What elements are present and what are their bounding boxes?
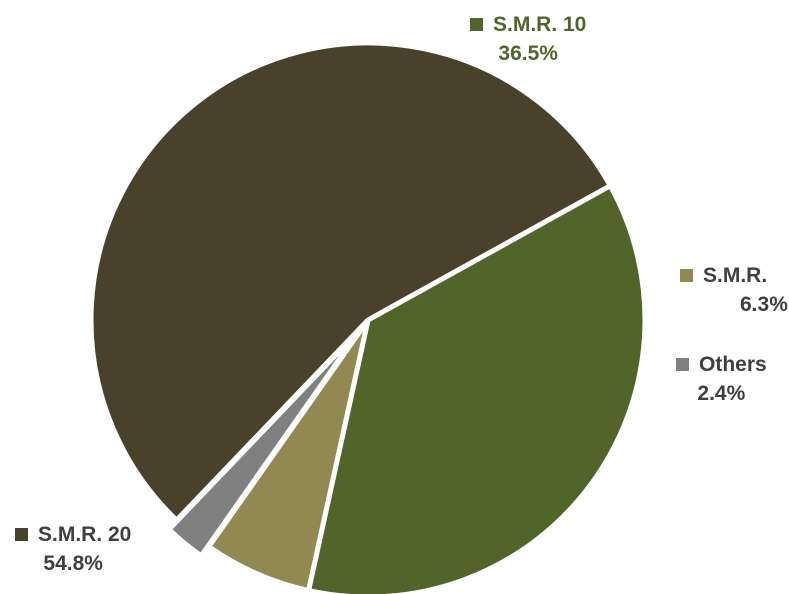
legend-swatch-others (676, 358, 689, 371)
slice-name-others: Others (699, 353, 767, 376)
slice-value-others: 2.4% (697, 382, 746, 405)
data-label-others: Others 2.4% (676, 350, 767, 408)
slice-value-smr: 6.3% (740, 293, 788, 316)
slice-value-smr-20: 54.8% (43, 552, 103, 575)
legend-swatch-smr-20 (15, 528, 28, 541)
pie-slice-others (166, 326, 363, 559)
slice-name-smr-10: S.M.R. 10 (493, 13, 587, 36)
legend-swatch-smr (680, 269, 693, 282)
slice-name-smr-20: S.M.R. 20 (38, 523, 132, 546)
legend-swatch-smr-10 (470, 18, 483, 31)
pie-slice-s-m-r-20 (88, 40, 613, 523)
data-label-smr: S.M.R. 6.3% (680, 261, 788, 319)
slice-name-smr: S.M.R. (703, 264, 768, 287)
data-label-smr-20: S.M.R. 20 54.8% (15, 520, 131, 578)
pie-slice-s-m-r-10 (306, 183, 648, 594)
slice-value-smr-10: 36.5% (498, 42, 558, 65)
data-label-smr-10: S.M.R. 10 36.5% (470, 10, 586, 68)
